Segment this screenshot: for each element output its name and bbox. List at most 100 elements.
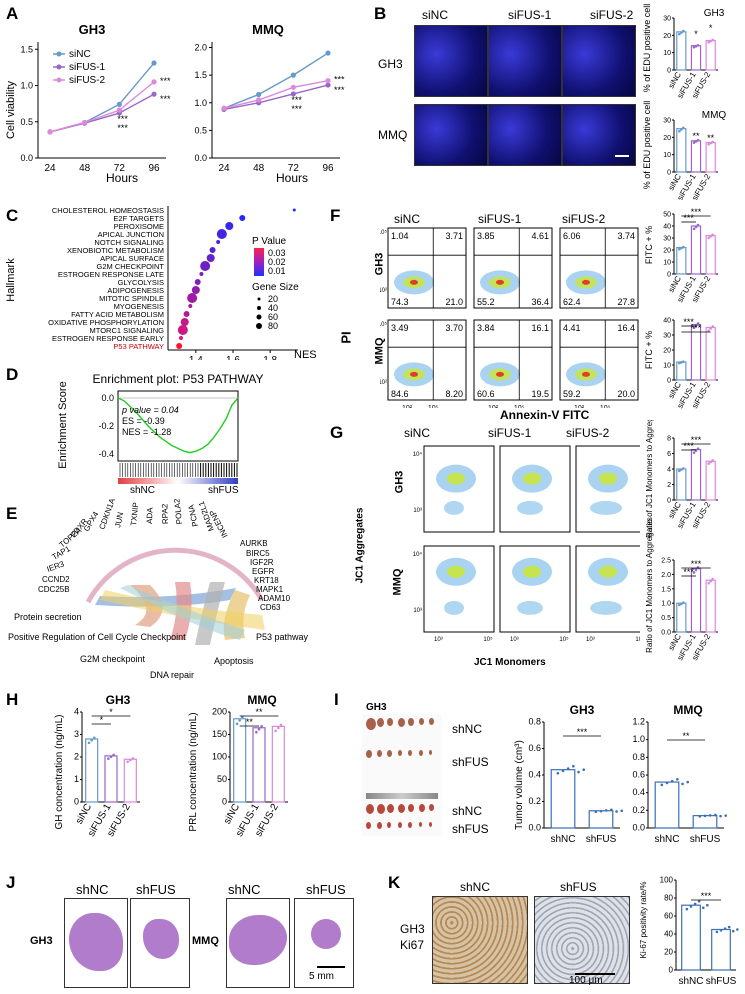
tumor-sample [397, 750, 402, 756]
hallmark-label: APICAL SURFACE [100, 254, 164, 263]
replicate-dot [692, 45, 696, 49]
y-tick-label: 10⁴ [413, 451, 423, 458]
bar-siFUS-2 [705, 39, 716, 71]
cell-population-peak [496, 371, 504, 377]
quadrant-ll: 55.2 [477, 297, 495, 307]
edu-row-mmq: MMQ [378, 128, 408, 142]
chord-ribbons [95, 582, 265, 645]
y-tick-label: 1.0 [661, 601, 671, 608]
x-tick-label: 10⁵ [428, 405, 439, 408]
bar-shNC [550, 769, 576, 829]
gsea-enrichment-plot: Enrichment plot: P53 PATHWAY Enrichment … [57, 372, 263, 496]
y-tick-label: 1.5 [194, 70, 207, 80]
bar-shFUS [711, 928, 731, 971]
bar-siFUS-2 [271, 725, 285, 803]
significance-mark: ** [707, 133, 715, 143]
replicate-dot [109, 755, 113, 759]
tumor-sample [418, 804, 425, 812]
tumor-photo-gh3-label: GH3 [366, 702, 387, 713]
flow-col-sifus1: siFUS-1 [478, 212, 522, 226]
y-tick-label: 40 [663, 224, 671, 231]
replicate-dot [566, 767, 570, 770]
tumor-sample [429, 750, 432, 755]
hallmark-label: PEROXISOME [114, 222, 164, 231]
hallmark-dot [225, 222, 234, 230]
replicate-dot [694, 44, 698, 48]
y-tick-label: 40 [663, 318, 671, 325]
significance-mark: ** [682, 731, 690, 741]
gh3-chart-title: GH3 [79, 22, 106, 37]
replicate-dot [665, 781, 669, 785]
replicate-dot [670, 779, 674, 783]
he-tissue [69, 913, 123, 971]
hallmark-label: P53 PATHWAY [113, 342, 164, 351]
x-tick-label: 10³ [510, 637, 519, 643]
y-tick-label: 40 [664, 930, 673, 939]
quadrant-lr: 27.8 [617, 297, 635, 307]
hallmark-dot [200, 261, 211, 271]
chord-gene-labels: CDC25B CCND2 IER3 TAP1 TOP2A FDXR GPX4 C… [38, 496, 291, 612]
ihc-row-ki67: Ki67 [400, 938, 425, 952]
replicate-dot [277, 726, 280, 730]
replicate-dot [660, 783, 664, 787]
jc1-col-sifus2: siFUS-2 [566, 426, 610, 440]
hallmark-label: MTORC1 SIGNALING [90, 326, 165, 335]
quadrant-ur: 16.4 [617, 323, 635, 333]
replicate-dot [724, 814, 728, 817]
aggregate-core [523, 565, 541, 578]
replicate-dot [693, 902, 697, 906]
monomer-population [444, 600, 464, 615]
category-label: shFUS [586, 834, 617, 845]
gene-egfr: EGFR [252, 567, 274, 576]
replicate-dot [680, 31, 683, 34]
pvalue-colorbar [254, 248, 264, 276]
gene-ier3: IER3 [46, 559, 66, 574]
y-tick-label: 0 [74, 797, 79, 807]
y-tick-label: 10 [663, 363, 671, 370]
significance-mark: *** [683, 317, 694, 327]
replicate-dot [87, 741, 91, 745]
jc1-col-sinc: siNC [404, 426, 430, 440]
replicate-dot [238, 719, 241, 722]
y-tick-label: 2 [667, 482, 671, 489]
he-tissue [143, 919, 179, 959]
category-label: shNC [654, 834, 679, 845]
panel-label-k: K [388, 873, 401, 892]
data-point [151, 60, 157, 66]
category-label: shNC [550, 834, 575, 845]
jc1-plot-grid: 10⁴ 10³ 10⁴ 10³ 10³ 10⁵ 10³ 10⁵ 10³ 10⁵ [413, 445, 640, 643]
edu-bar-title-gh3: GH3 [704, 8, 725, 19]
series-line-siFUS-2 [223, 79, 329, 109]
y-tick-label: 0.6 [528, 743, 541, 753]
flow-cytometry-plots: 1.04 3.71 74.3 21.0 10⁵ 10² 3.85 4.61 55.2 36.4 6.… [380, 227, 639, 408]
tumor-sample [387, 804, 394, 813]
hallmark-dot [179, 336, 183, 340]
hallmark-label: ESTROGEN RESPONSE LATE [58, 270, 164, 279]
tumor-sample [376, 804, 385, 814]
photo-mmq-shnc: shNC [452, 804, 483, 818]
tumor-sample [418, 718, 424, 725]
panel-label-i: I [334, 690, 339, 709]
hallmark-dot [177, 325, 188, 335]
y-tick-label: 100 [660, 876, 674, 885]
x-tick-label: 48 [253, 163, 265, 174]
y-tick-label: 50 [663, 212, 671, 219]
tumor-sample [366, 804, 374, 814]
edu-image-mmq-sinc [414, 104, 488, 166]
pvalue-legend-title: P Value [252, 236, 287, 247]
tumor-sample [376, 718, 384, 727]
significance-mark: *** [160, 76, 171, 86]
replicate-dot [707, 462, 710, 465]
gsea-nes: NES = -1.28 [122, 427, 171, 437]
edu-image-gh3-sifus2 [562, 25, 636, 97]
aggregate-core [599, 472, 617, 485]
replicate-dot [604, 809, 608, 812]
hallmark-axis-label: Hallmark [5, 258, 17, 302]
tumor-sample [408, 804, 414, 812]
hallmark-dot [176, 343, 183, 349]
y-tick-label: 60 [664, 912, 673, 921]
replicate-dot [689, 905, 693, 908]
gene-rpa2: RPA2 [160, 503, 170, 524]
